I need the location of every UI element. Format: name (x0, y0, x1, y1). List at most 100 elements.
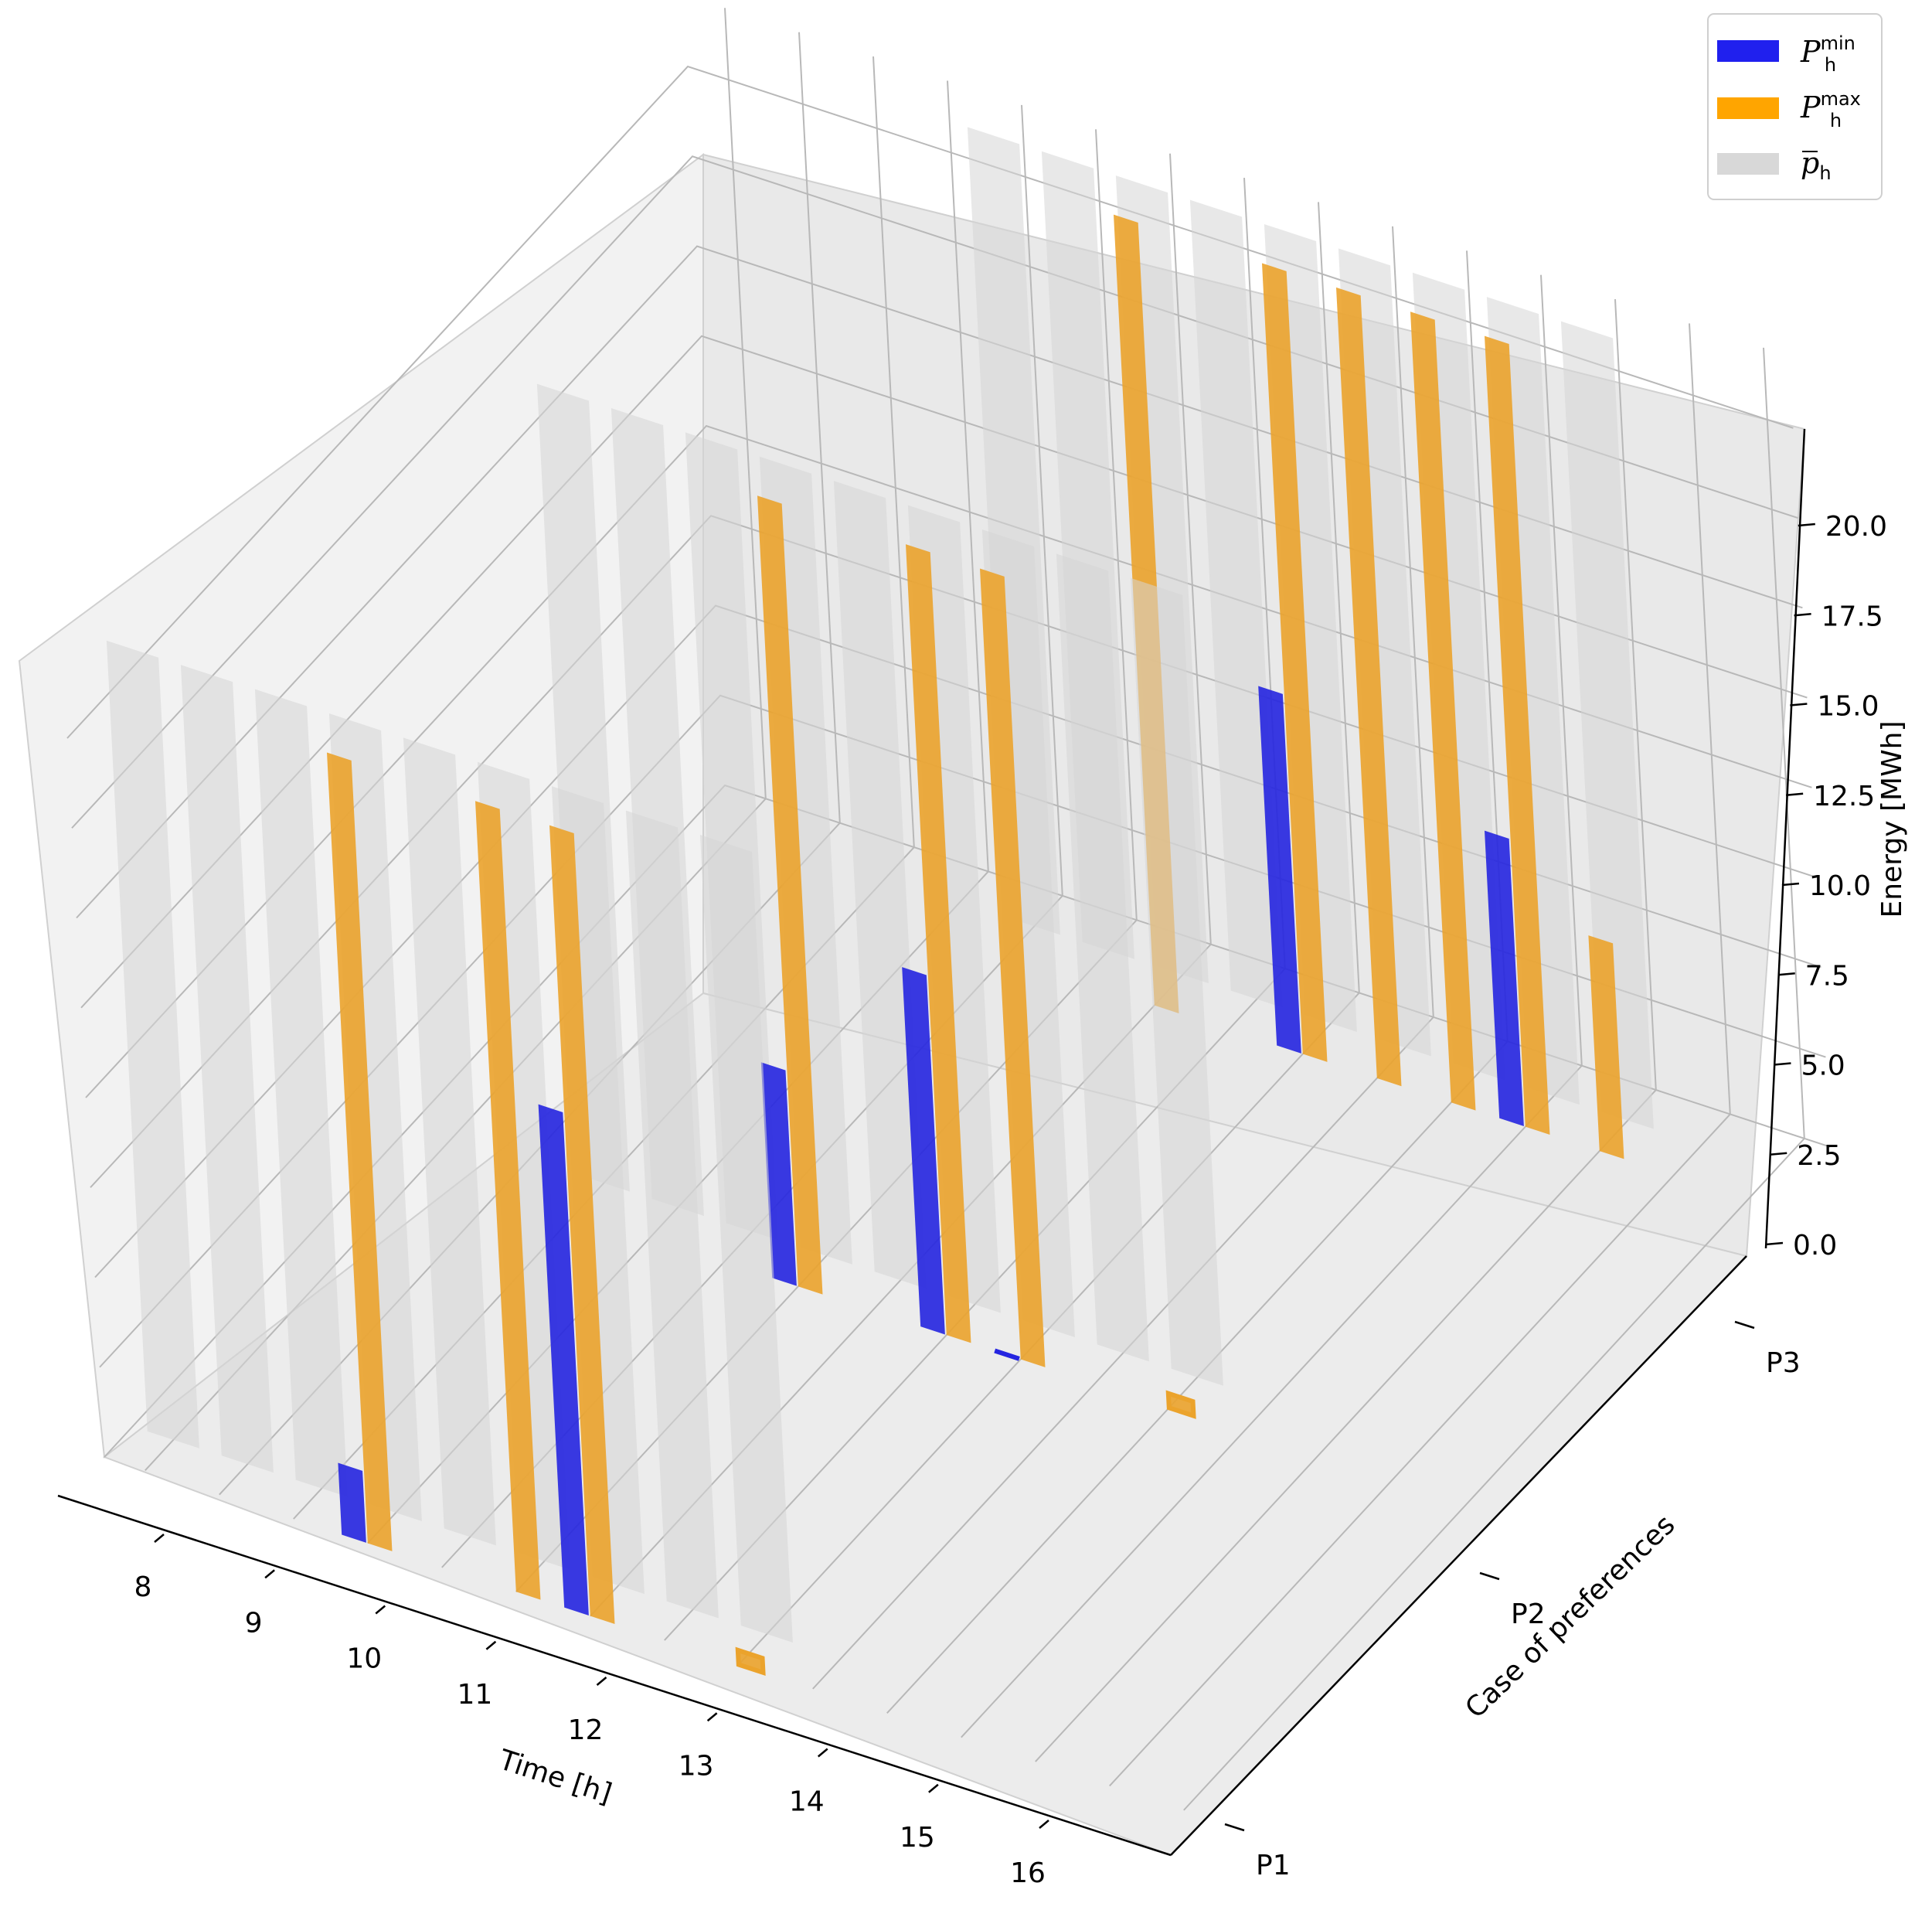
bar-pmax-p3-h20 (1588, 935, 1624, 1159)
z-tick-label: 10.0 (1809, 870, 1871, 902)
bar-pmin-p2-h16 (994, 1348, 1020, 1361)
bar-pmax-p2-h18 (1165, 1390, 1196, 1419)
bar-pmin-p1-h14 (538, 1104, 589, 1616)
bar-pmax-p2-h16 (980, 568, 1046, 1367)
grid-line-x (145, 8, 767, 1471)
y-tick-label: P1 (1256, 1850, 1291, 1881)
grid-line-x (367, 80, 989, 1544)
bar-pmax-p1-h16 (735, 1646, 766, 1677)
bar-pbar-p1-h12 (403, 737, 496, 1546)
x-tick-label: 12 (568, 1714, 604, 1746)
legend-swatch-pmax (1717, 97, 1779, 119)
z-tick (1794, 613, 1811, 617)
x-tick (1039, 1820, 1049, 1829)
x-axis-title: Time [h] (495, 1744, 616, 1810)
grid-line-x (219, 32, 841, 1496)
x-tick-label: 16 (1010, 1857, 1046, 1889)
z-tick-label: 7.5 (1805, 960, 1849, 992)
bar-pbar-p1-h9 (180, 665, 274, 1473)
z-tick-label: 2.5 (1797, 1140, 1841, 1172)
bar-pbar-p1-h8 (106, 640, 199, 1449)
x-tick (264, 1569, 275, 1579)
bar-pbar-p1-h16 (699, 834, 793, 1643)
y-tick (1479, 1571, 1500, 1581)
legend-swatch-pbar (1717, 153, 1779, 175)
legend-label-pbar: ph (1801, 146, 1832, 184)
z-tick (1781, 882, 1800, 887)
z-tick-label: 0.0 (1793, 1230, 1837, 1261)
bar-pmax-p1-h13 (475, 801, 541, 1600)
x-tick (154, 1534, 165, 1543)
z-tick (1770, 1152, 1787, 1156)
bar-pmin-p1-h11 (338, 1462, 366, 1543)
z-tick-label: 5.0 (1801, 1050, 1845, 1082)
grid-line-x (738, 202, 1360, 1666)
grid-line-x (441, 104, 1063, 1568)
bar-pbar-p2-h14 (833, 481, 927, 1289)
z-tick (1774, 1062, 1791, 1066)
bar-pbar-p1-h10 (254, 689, 348, 1497)
bar-pbar-p2-h17 (1056, 553, 1149, 1362)
bar-pmax-p1-h11 (327, 752, 393, 1551)
z-tick-label: 12.5 (1813, 781, 1875, 812)
x-axis-line (57, 1494, 1172, 1857)
bar-pbar-p3-h20 (1560, 321, 1654, 1129)
grid-line-x (812, 226, 1434, 1690)
z-tick-label: 15.0 (1817, 691, 1879, 723)
x-tick (375, 1605, 386, 1615)
bar-pmax-p3-h18 (1410, 312, 1476, 1111)
bar-pmax-p2-h13 (757, 495, 823, 1295)
legend-label-pmax: Pmax h (1800, 88, 1861, 131)
z-axis-line (1764, 428, 1806, 1249)
bar-pmax-p3-h17 (1336, 287, 1402, 1087)
legend-swatch-pmin (1717, 40, 1779, 62)
x-tick-label: 9 (245, 1607, 263, 1639)
x-tick (817, 1748, 828, 1758)
y-tick-label: P2 (1511, 1598, 1546, 1630)
z-tick (1798, 523, 1815, 527)
bar-pmin-p3-h19 (1485, 830, 1524, 1127)
bar-pbar-p3-h15 (1189, 199, 1283, 1008)
z-axis-title: Energy [MWh] (1876, 720, 1908, 918)
y-axis-line (1170, 1255, 1747, 1856)
bar-pbar-p2-h18 (1130, 577, 1223, 1386)
grid-line-x (1183, 347, 1805, 1811)
z-tick (1777, 972, 1795, 976)
bar-pbar-p1-h15 (625, 810, 719, 1619)
y-axis-title: Case of preferences (1460, 1509, 1682, 1724)
x-tick-label: 8 (134, 1571, 152, 1603)
legend: Pmin h Pmax h ph (1707, 13, 1883, 200)
bar-pmax-p1-h14 (549, 825, 615, 1625)
legend-label-pmin: Pmin h (1800, 32, 1855, 76)
y-tick (1734, 1320, 1755, 1330)
grid-line-x (590, 153, 1212, 1617)
x-tick-label: 15 (900, 1822, 935, 1854)
x-tick (928, 1783, 939, 1793)
z-tick (1786, 792, 1804, 796)
grid-line-x (1035, 299, 1657, 1762)
z-tick (1765, 1241, 1784, 1246)
grid-line-x (961, 274, 1583, 1738)
x-tick-label: 11 (457, 1679, 492, 1711)
bar-pmin-p3-h16 (1258, 686, 1301, 1054)
x-tick-label: 10 (346, 1643, 382, 1675)
grid-line-x (515, 129, 1138, 1592)
z-tick (1790, 703, 1808, 706)
bar-pmax-p3-h16 (1262, 263, 1328, 1062)
x-tick (485, 1640, 497, 1650)
bars (106, 127, 1654, 1677)
bar-pmax-p2-h15 (906, 544, 971, 1343)
bar-pmax-p3-h19 (1485, 335, 1550, 1135)
x-tick (596, 1677, 607, 1686)
grid-line-x (1109, 323, 1731, 1787)
z-tick-label: 17.5 (1821, 601, 1883, 632)
z-tick-label: 20.0 (1825, 511, 1887, 543)
bar-pmin-p2-h15 (902, 967, 945, 1335)
axis-ticks: 8 9 10 11 12 13 14 15 16 P1 P2 P3 0.0 2.5 5.0 7.5 10.0 12… (134, 511, 1887, 1889)
grid-line-x (293, 56, 915, 1520)
y-tick-label: P3 (1766, 1347, 1801, 1379)
x-tick (706, 1712, 718, 1722)
x-tick-label: 13 (679, 1750, 714, 1782)
y-tick (1224, 1823, 1245, 1832)
